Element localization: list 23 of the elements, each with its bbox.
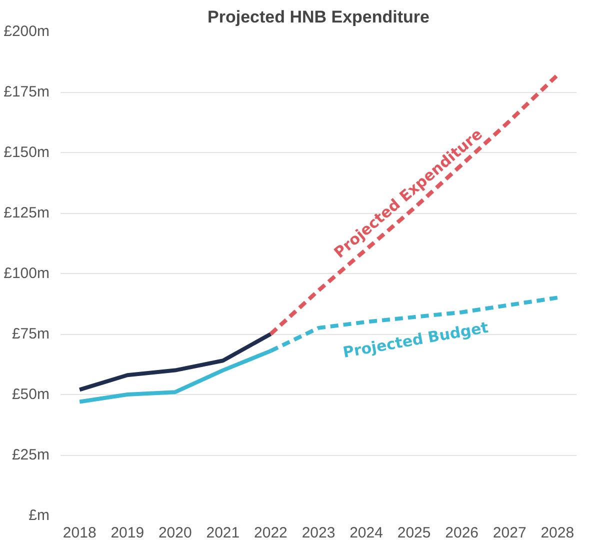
x-tick-label: 2027	[492, 524, 526, 540]
y-tick-label: £200m	[4, 23, 50, 40]
y-tick-label: £50m	[12, 386, 50, 403]
x-tick-label: 2019	[110, 524, 144, 540]
x-tick-label: 2024	[350, 524, 383, 540]
y-tick-label: £150m	[4, 144, 50, 161]
x-tick-label: 2018	[62, 524, 96, 540]
text: Projected Budget	[342, 318, 490, 362]
y-tick-label: £75m	[12, 326, 50, 342]
x-tick-label: 2021	[206, 524, 240, 540]
x-tick-label: 2020	[158, 524, 192, 540]
x-tick-label: 2025	[397, 524, 431, 540]
line-series	[78, 332, 273, 392]
y-tick-label: £m	[28, 507, 50, 524]
y-tick-label: £175m	[4, 84, 50, 100]
x-tick-label: 2028	[540, 524, 574, 540]
x-tick-label: 2026	[445, 524, 479, 540]
x-tick-label: 2022	[254, 524, 288, 540]
y-tick-label: £100m	[4, 265, 50, 282]
y-tick-label: £125m	[4, 204, 50, 222]
y-tick-label: £25m	[12, 446, 50, 464]
chart-title: Projected HNB Expenditure	[208, 8, 430, 26]
x-tick-label: 2023	[302, 524, 336, 540]
